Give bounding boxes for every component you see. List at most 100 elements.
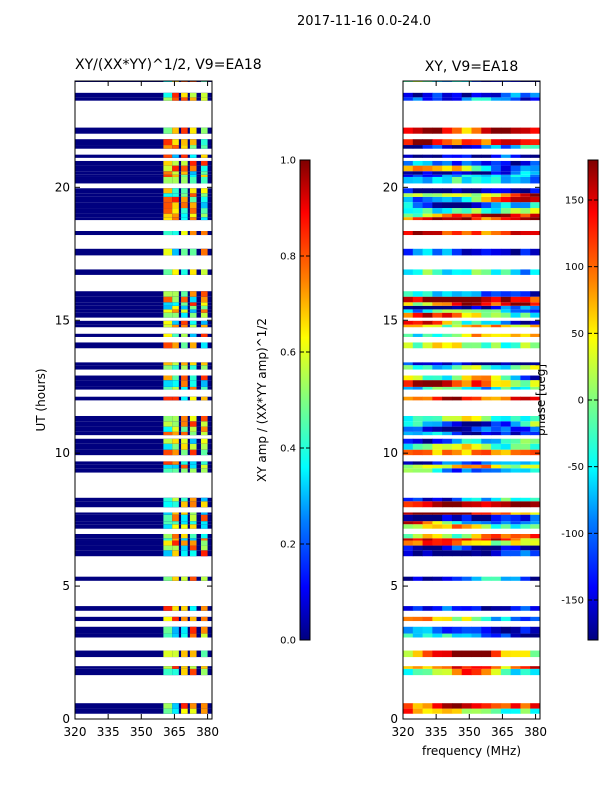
phase-cell <box>432 365 443 370</box>
phase-cell <box>500 145 512 149</box>
y-tick-label: 20 <box>383 180 398 194</box>
amp-cell <box>163 449 173 456</box>
phase-cell <box>442 160 453 166</box>
phase-cell <box>403 540 414 546</box>
phase-cell <box>471 668 482 676</box>
amp-cell <box>181 438 188 444</box>
phase-cell <box>403 538 414 541</box>
phase-cell <box>412 501 423 508</box>
phase-cell <box>500 421 512 427</box>
phase-cell <box>412 196 423 203</box>
phase-cell <box>451 139 463 146</box>
amp-cell <box>172 296 179 303</box>
phase-cell <box>500 443 512 450</box>
amp-cell <box>200 449 208 456</box>
amp-cell <box>163 626 173 634</box>
amp-cell <box>189 616 197 622</box>
phase-cell <box>491 514 502 522</box>
phase-cell <box>422 217 433 221</box>
phase-cell <box>530 431 540 436</box>
amp-row <box>75 464 212 469</box>
phase-cell <box>481 362 492 366</box>
phase-cell <box>481 145 492 149</box>
phase-cell <box>500 291 512 297</box>
phase-cell <box>481 650 492 658</box>
phase-cell <box>520 438 531 444</box>
y-tick-label: 0 <box>390 712 398 726</box>
phase-cell <box>451 202 463 209</box>
amp-cell <box>181 127 188 134</box>
phase-cell <box>451 97 463 101</box>
phase-cell <box>491 213 502 218</box>
amp-cell <box>181 431 188 436</box>
phase-cell <box>412 538 423 541</box>
phase-cell <box>461 431 472 436</box>
phase-cell <box>481 468 492 473</box>
phase-cell <box>530 524 540 529</box>
phase-cell <box>461 291 472 297</box>
phase-cell <box>432 438 443 444</box>
phase-cell <box>510 127 521 134</box>
amp-colorbar <box>299 159 311 641</box>
amp-row <box>75 380 212 387</box>
phase-cell <box>471 171 482 175</box>
phase-cell <box>442 426 453 432</box>
phase-cell <box>481 626 492 634</box>
phase-cell <box>500 97 512 101</box>
phase-cell <box>432 497 443 502</box>
phase-heatmap <box>403 81 540 714</box>
phase-cell <box>530 438 540 444</box>
phase-cell <box>471 449 482 456</box>
phase-cell <box>520 92 531 98</box>
phase-cell <box>471 396 482 401</box>
phase-cell <box>510 386 521 390</box>
amp-row <box>75 213 212 218</box>
phase-cell <box>451 431 463 436</box>
amp-cell <box>163 362 173 366</box>
phase-cell <box>471 92 482 98</box>
amp-cell <box>200 127 208 134</box>
phase-cell <box>500 545 512 551</box>
phase-cell <box>451 426 463 432</box>
phase-cell <box>442 545 453 551</box>
amp-cell <box>172 438 179 444</box>
phase-cell <box>500 92 512 98</box>
amp-cell <box>163 415 173 422</box>
amp-cell <box>163 309 173 313</box>
phase-cell <box>481 464 492 469</box>
phase-cell <box>510 703 521 709</box>
phase-cell <box>510 248 521 256</box>
amp-row <box>75 291 212 297</box>
phase-cell <box>471 302 482 306</box>
phase-cell <box>520 650 531 658</box>
phase-cell <box>422 202 433 209</box>
phase-cell <box>510 324 521 328</box>
phase-cell <box>412 176 423 184</box>
phase-cell <box>530 576 540 581</box>
phase-cell <box>471 305 482 310</box>
phase-cell <box>500 606 512 611</box>
colorbar-tick-label: -100 <box>561 529 584 540</box>
phase-cell <box>461 160 472 166</box>
phase-cell <box>481 431 492 436</box>
amp-row <box>75 616 212 622</box>
phase-cell <box>432 533 443 539</box>
phase-cell <box>412 217 423 221</box>
amp-cell <box>200 443 208 450</box>
phase-cell <box>500 708 512 714</box>
amp-cell <box>163 92 173 98</box>
amp-cell <box>189 269 197 275</box>
phase-cell <box>432 92 443 98</box>
phase-cell <box>510 312 521 318</box>
phase-cell <box>403 302 414 306</box>
phase-cell <box>520 443 531 450</box>
phase-cell <box>403 92 414 98</box>
phase-cell <box>451 302 463 306</box>
phase-cell <box>412 296 423 303</box>
phase-cell <box>491 362 502 366</box>
phase-cell <box>471 296 482 303</box>
phase-cell <box>412 426 423 432</box>
amp-cell <box>172 196 179 203</box>
phase-cell <box>481 312 492 318</box>
phase-cell <box>510 461 521 465</box>
